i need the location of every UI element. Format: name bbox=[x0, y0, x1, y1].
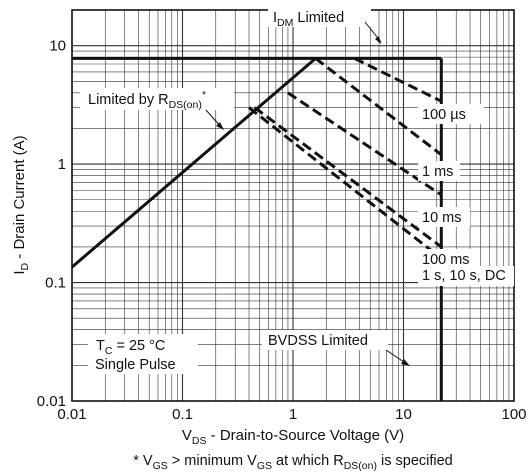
tc-label-bg bbox=[88, 334, 198, 374]
bvdss-arrow-line bbox=[385, 349, 405, 363]
label-10ms-bg bbox=[418, 207, 470, 227]
series-layer bbox=[72, 56, 443, 401]
dashed-limit-line-7 bbox=[248, 106, 443, 260]
soa-boundary-line-0 bbox=[72, 57, 317, 269]
bvdss-label: BVDSS Limited bbox=[268, 333, 368, 349]
y-tick-label: 1 bbox=[58, 156, 66, 173]
dashed-limit-line-5 bbox=[287, 91, 443, 197]
label-10ms: 10 ms bbox=[422, 210, 462, 226]
y-tick-label: 10 bbox=[49, 38, 66, 55]
y-tick-label: 0.1 bbox=[45, 275, 66, 292]
label-1ms: 1 ms bbox=[422, 164, 453, 180]
y-axis-label: ID - Drain Current (A) bbox=[11, 135, 31, 274]
bvdss-label-bg bbox=[262, 330, 388, 350]
rds-limited-annotation: Limited by RDS(on)* bbox=[80, 88, 234, 130]
x-tick-label: 1 bbox=[289, 406, 297, 423]
dashed-limit-line-4 bbox=[314, 57, 443, 156]
tc-annotation: TC = 25 °C Single Pulse bbox=[88, 334, 198, 374]
idm-arrowhead bbox=[375, 36, 381, 44]
x-tick-label: 10 bbox=[395, 406, 412, 423]
idm-label: IDM Limited bbox=[273, 10, 344, 29]
bvdss-annotation: BVDSS Limited bbox=[262, 330, 410, 366]
x-axis-label: VDS - Drain-to-Source Voltage (V) bbox=[182, 427, 404, 447]
tick-labels: 0.01 0.1 1 10 100 0.01 0.1 1 10 bbox=[37, 38, 527, 423]
rds-label: Limited by RDS(on)* bbox=[88, 89, 206, 111]
label-100us-bg bbox=[418, 104, 484, 124]
single-pulse-label: Single Pulse bbox=[95, 357, 176, 373]
label-1ms-bg bbox=[418, 161, 460, 181]
label-100ms: 100 ms bbox=[422, 252, 470, 268]
y-tick-label: 0.01 bbox=[37, 393, 66, 410]
bvdss-arrowhead bbox=[401, 359, 410, 366]
x-tick-label: 0.01 bbox=[57, 406, 86, 423]
label-dc: 1 s, 10 s, DC bbox=[422, 268, 506, 284]
idm-label-bg bbox=[268, 7, 371, 27]
footnote: * VGS > minimum VGS at which RDS(on) is … bbox=[133, 453, 453, 472]
rds-arrowhead bbox=[216, 122, 224, 130]
label-dc-bg bbox=[418, 266, 514, 286]
label-100ms-bg bbox=[418, 249, 480, 269]
rds-label-bg bbox=[80, 88, 234, 110]
dashed-limit-line-3 bbox=[353, 57, 442, 103]
label-100us: 100 µs bbox=[422, 107, 466, 123]
tc-label: TC = 25 °C bbox=[96, 338, 165, 357]
x-tick-label: 0.1 bbox=[172, 406, 193, 423]
x-tick-label: 100 bbox=[501, 406, 526, 423]
dashed-limit-line-6 bbox=[253, 106, 443, 249]
idm-limited-annotation: IDM Limited bbox=[268, 7, 382, 44]
